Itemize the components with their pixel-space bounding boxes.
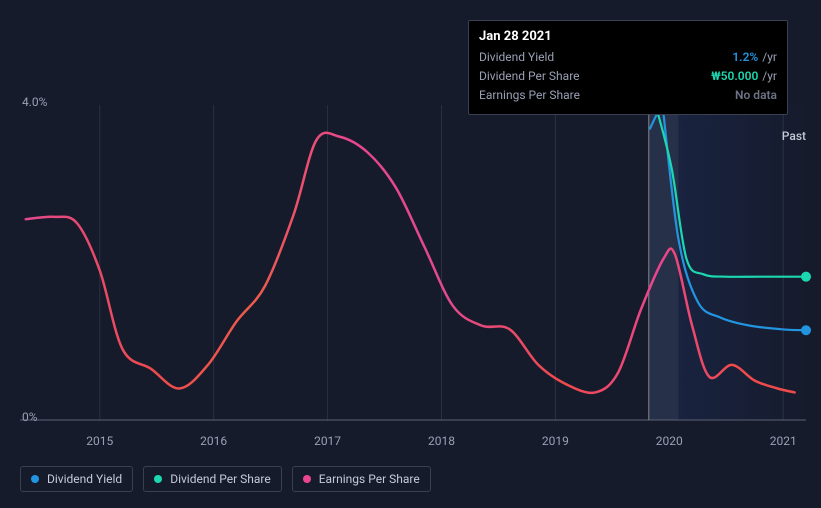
tooltip-rows: Dividend Yield 1.2%/yr Dividend Per Share ₩… (479, 48, 777, 106)
x-tick-label: 2020 (656, 434, 683, 448)
legend-item[interactable]: Dividend Per Share (143, 466, 282, 492)
legend-label: Dividend Yield (47, 472, 122, 486)
legend-item[interactable]: Dividend Yield (20, 466, 133, 492)
x-tick-label: 2016 (200, 434, 227, 448)
legend-dot-icon (31, 475, 39, 483)
x-tick-label: 2018 (428, 434, 455, 448)
tooltip-row: Dividend Yield 1.2%/yr (479, 48, 777, 67)
tooltip-row-label: Earnings Per Share (479, 86, 580, 105)
legend-dot-icon (154, 475, 162, 483)
x-tick-label: 2017 (314, 434, 341, 448)
tooltip-row-value: ₩50.000/yr (711, 67, 777, 86)
tooltip-row-value: 1.2%/yr (732, 48, 777, 67)
tooltip-row-label: Dividend Per Share (479, 67, 580, 86)
x-tick-label: 2015 (86, 434, 113, 448)
tooltip-date: Jan 28 2021 (479, 29, 777, 44)
legend-item[interactable]: Earnings Per Share (292, 466, 431, 492)
tooltip: Jan 28 2021 Dividend Yield1.2%/yrDividen… (468, 20, 788, 115)
tooltip-row: Earnings Per Share No data (479, 86, 777, 105)
y-tick-label: 4.0% (22, 95, 47, 109)
tooltip-row-label: Dividend Yield (479, 48, 554, 67)
y-tick-label: 0% (22, 410, 38, 424)
x-tick-label: 2019 (542, 434, 569, 448)
legend: Dividend Yield Dividend Per Share Earnings… (20, 466, 431, 492)
end-marker-div_yield (801, 325, 811, 335)
future-region (678, 105, 806, 420)
legend-label: Earnings Per Share (319, 472, 420, 486)
past-label: Past (782, 129, 806, 143)
legend-dot-icon (303, 475, 311, 483)
legend-label: Dividend Per Share (170, 472, 271, 486)
tooltip-row-value: No data (735, 86, 777, 105)
end-marker-div_per_share (801, 272, 811, 282)
tooltip-row: Dividend Per Share ₩50.000/yr (479, 67, 777, 86)
past-region (649, 105, 679, 420)
x-tick-label: 2021 (770, 434, 797, 448)
